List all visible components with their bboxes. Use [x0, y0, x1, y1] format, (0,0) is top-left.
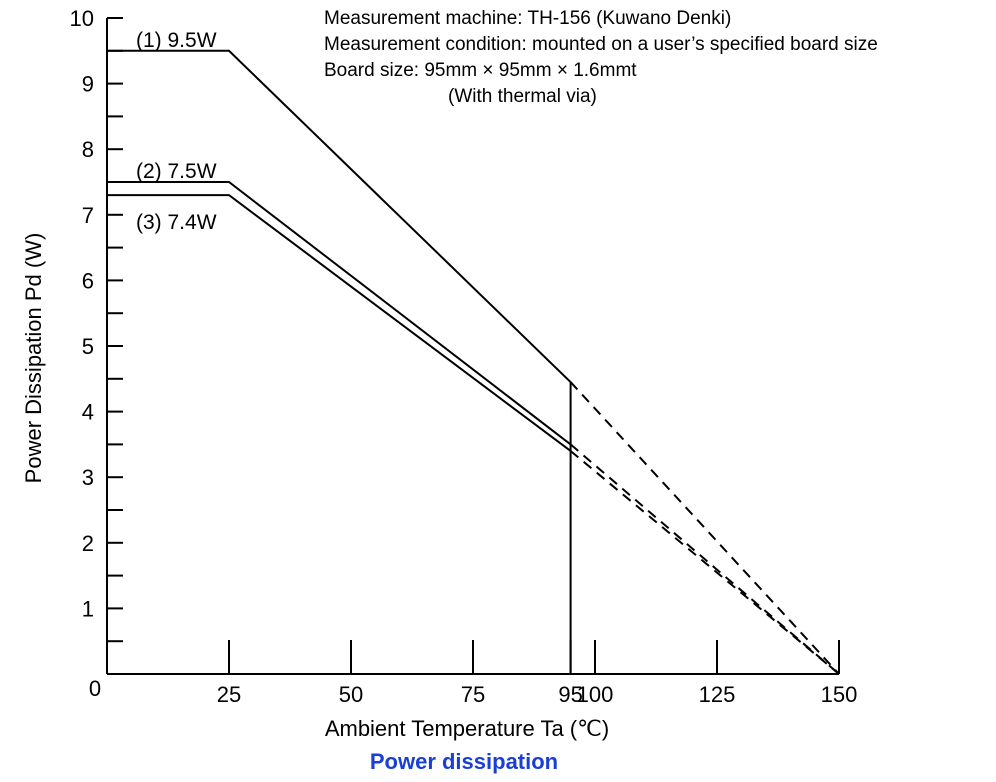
- y-tick-label: 6: [82, 268, 94, 293]
- annotation-line-3: Board size: 95mm × 95mm × 1.6mmt: [324, 60, 637, 81]
- y-tick-label: 5: [82, 334, 94, 359]
- x-tick-label: 50: [339, 682, 363, 707]
- y-tick-label: 7: [82, 203, 94, 228]
- x-tick-label: 95: [558, 682, 582, 707]
- chart-caption: Power dissipation: [370, 749, 558, 774]
- y-tick-label: 2: [82, 531, 94, 556]
- y-tick-label: 9: [82, 72, 94, 97]
- series-1-solid-line: [107, 49, 572, 383]
- y-axis-label: Power Dissipation Pd (W): [21, 233, 46, 484]
- x-tick-label: 150: [821, 682, 858, 707]
- series-3-dashed-line: [569, 450, 840, 675]
- series-label-2: (2) 7.5W: [136, 160, 217, 183]
- axes: [106, 18, 839, 675]
- annotation-line-4: (With thermal via): [448, 86, 597, 107]
- x-tick-label: 100: [577, 682, 614, 707]
- series-1-dashed-line: [569, 381, 840, 675]
- annotation-line-2: Measurement condition: mounted on a user…: [324, 34, 878, 55]
- x-tick-label: 75: [461, 682, 485, 707]
- series-2-solid-line: [107, 181, 572, 446]
- y-tick-label: 4: [82, 400, 94, 425]
- y-tick-label: 3: [82, 465, 94, 490]
- series-label-3: (3) 7.4W: [136, 211, 217, 234]
- annotation-line-1: Measurement machine: TH-156 (Kuwano Denk…: [324, 8, 731, 29]
- origin-label: 0: [89, 676, 101, 701]
- y-tick-label: 8: [82, 137, 94, 162]
- x-tick-label: 25: [217, 682, 241, 707]
- series-label-1: (1) 9.5W: [136, 29, 217, 52]
- y-tick-label: 1: [82, 596, 94, 621]
- x-tick-label: 125: [699, 682, 736, 707]
- series-3-solid-line: [107, 194, 572, 452]
- ticks: [107, 17, 840, 674]
- series-lines: [107, 49, 840, 675]
- y-tick-label: 10: [70, 6, 94, 31]
- x-axis-label: Ambient Temperature Ta (℃): [325, 716, 609, 741]
